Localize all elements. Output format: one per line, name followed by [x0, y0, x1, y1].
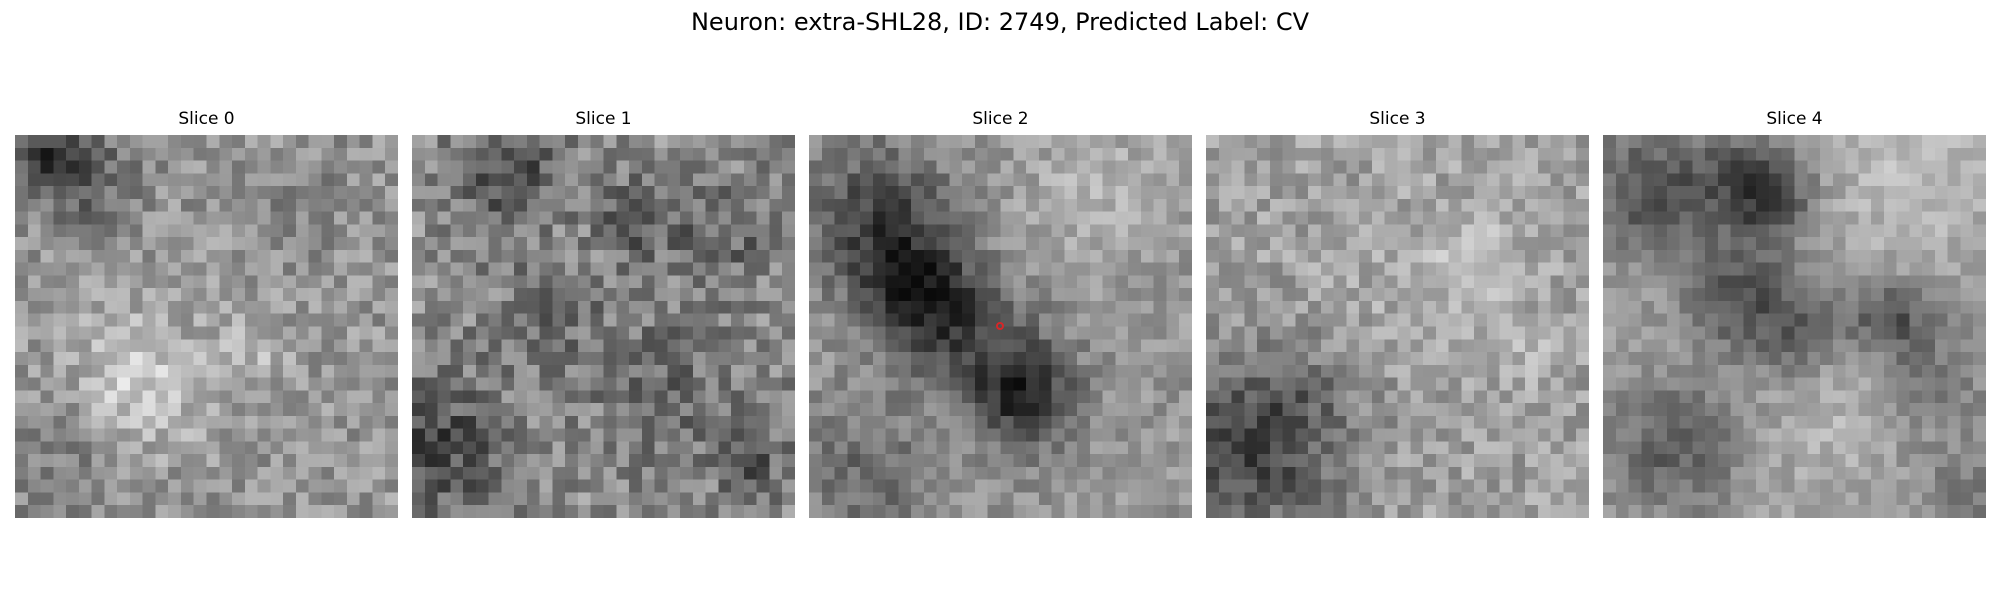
slice-title: Slice 1	[575, 109, 632, 129]
slice-title: Slice 0	[178, 109, 235, 129]
slice-image	[1603, 135, 1986, 518]
slice-panel-1: Slice 1	[412, 108, 795, 518]
slice-title: Slice 3	[1369, 109, 1426, 129]
slice-title: Slice 2	[972, 109, 1029, 129]
slice-image	[15, 135, 398, 518]
slice-image	[1206, 135, 1589, 518]
figure-title: Neuron: extra-SHL28, ID: 2749, Predicted…	[690, 8, 1310, 36]
slice-image	[809, 135, 1192, 518]
slice-panel-0: Slice 0	[15, 108, 398, 518]
slice-panel-4: Slice 4	[1603, 108, 1986, 518]
slice-panel-2: Slice 2	[809, 108, 1192, 518]
slice-title: Slice 4	[1766, 109, 1823, 129]
slice-panel-3: Slice 3	[1206, 108, 1589, 518]
slice-image	[412, 135, 795, 518]
